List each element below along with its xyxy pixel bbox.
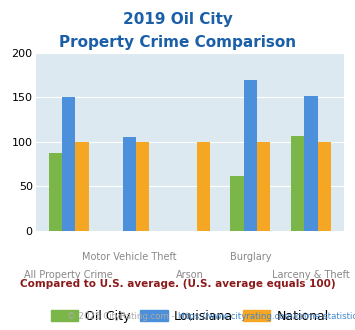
Text: © 2025 CityRating.com -: © 2025 CityRating.com - [67,312,178,321]
Legend: Oil City, Louisiana, National: Oil City, Louisiana, National [46,305,334,328]
Bar [76,142,89,231]
Bar [244,80,257,231]
Bar [197,142,210,231]
Text: Property Crime Comparison: Property Crime Comparison [59,35,296,50]
Text: All Property Crime: All Property Crime [24,270,113,280]
Bar [62,97,76,231]
Bar [257,142,271,231]
Text: Arson: Arson [176,270,204,280]
Bar [318,142,331,231]
Text: Compared to U.S. average. (U.S. average equals 100): Compared to U.S. average. (U.S. average … [20,279,335,289]
Bar [136,142,149,231]
Text: Burglary: Burglary [230,252,271,262]
Text: Motor Vehicle Theft: Motor Vehicle Theft [82,252,177,262]
Bar [230,176,244,231]
Text: 2019 Oil City: 2019 Oil City [122,12,233,26]
Bar [304,96,318,231]
Bar [123,137,136,231]
Text: Larceny & Theft: Larceny & Theft [272,270,350,280]
Bar [49,153,62,231]
Text: https://www.cityrating.com/crime-statistics/: https://www.cityrating.com/crime-statist… [178,312,355,321]
Bar [291,136,304,231]
